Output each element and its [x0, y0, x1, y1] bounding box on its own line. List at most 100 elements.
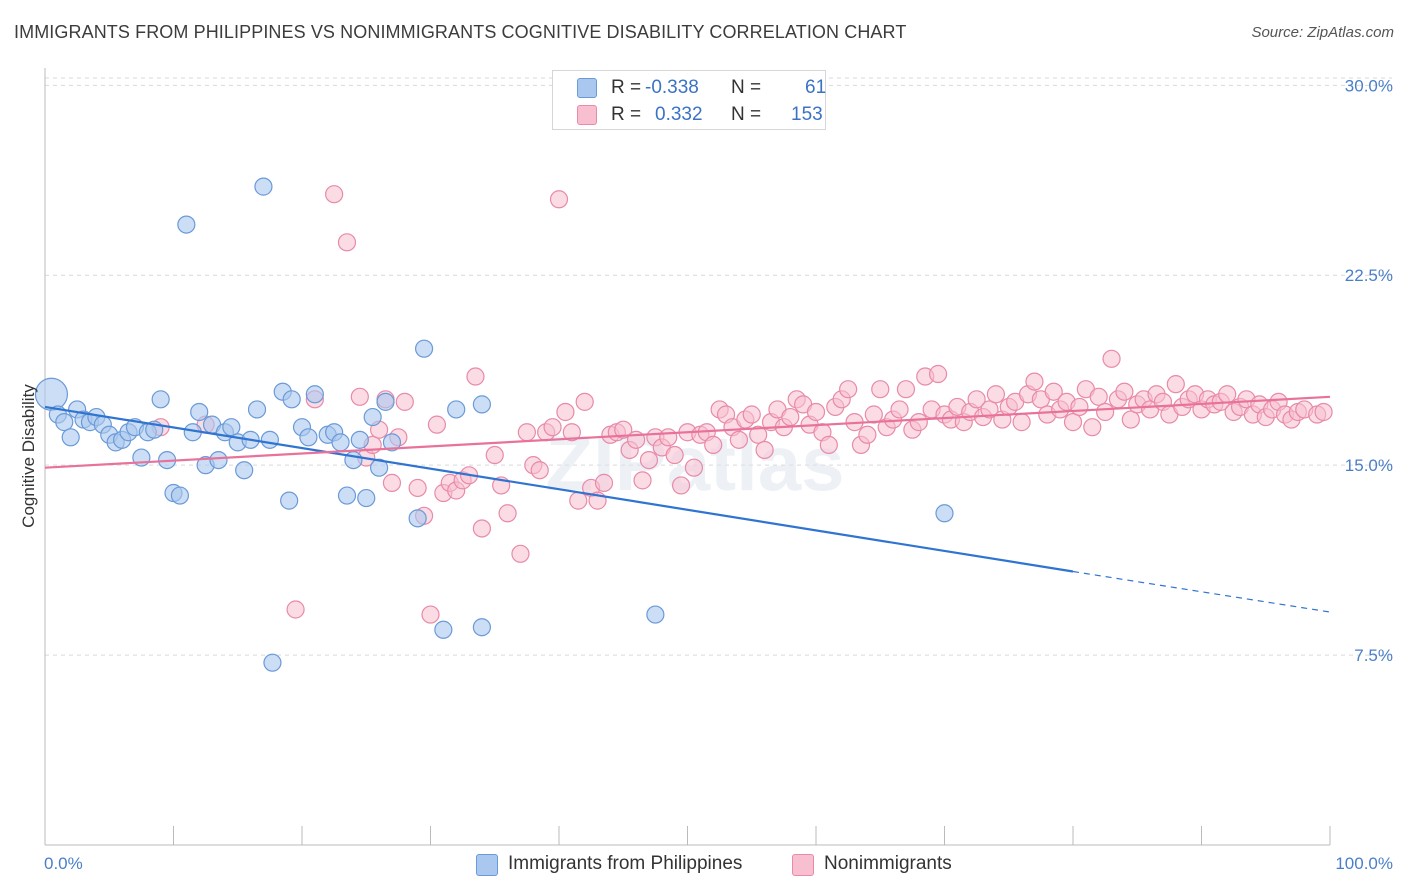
nonimmigrants-point [967, 390, 986, 409]
nonimmigrants-point [350, 387, 369, 406]
nonimmigrants-point [755, 440, 774, 460]
tick-labels: 7.5% 15.0% 22.5% 30.0% 0.0% 100.0% [44, 76, 1393, 873]
philippines-point [299, 428, 318, 447]
nonimmigrants-point [556, 402, 575, 422]
nonimmigrants-point [1012, 413, 1031, 432]
y-tick-label: 7.5% [1354, 646, 1393, 665]
y-axis-title: Cognitive Disability [19, 384, 38, 528]
nonimmigrants-point [325, 185, 344, 204]
legend-swatch-pink [577, 105, 597, 125]
philippines-point [222, 418, 241, 437]
philippines-point [408, 509, 427, 528]
philippines-point [331, 433, 350, 452]
nonimmigrants-point [511, 544, 530, 563]
nonimmigrants-point [671, 476, 691, 495]
nonimmigrants-point [382, 473, 402, 492]
nonimmigrants-point [485, 445, 504, 465]
nonimmigrants-point [286, 600, 305, 619]
nonimmigrants-point [408, 478, 427, 498]
philippines-point [472, 395, 491, 414]
nonimmigrants-point [665, 445, 684, 465]
philippines-point [434, 620, 453, 639]
philippines-point [263, 653, 282, 672]
philippines-point [151, 390, 170, 409]
philippines-point [363, 407, 382, 427]
chart-title: IMMIGRANTS FROM PHILIPPINES VS NONIMMIGR… [14, 22, 907, 42]
philippines-point [247, 400, 267, 419]
nonimmigrants-point [729, 430, 749, 449]
nonimmigrants-point [781, 407, 800, 427]
philippines-point [376, 392, 395, 411]
bottom-legend-swatch-blue [476, 854, 498, 876]
philippines-point [472, 618, 491, 637]
nonimmigrants-point [909, 413, 928, 432]
grid [45, 77, 1392, 656]
legend-r-label: R = [611, 104, 642, 125]
nonimmigrants-point [395, 392, 414, 411]
nonimmigrants-point [839, 380, 858, 399]
nonimmigrants-point [1115, 382, 1134, 401]
philippines-point [170, 486, 190, 505]
x-tick-label-min: 0.0% [44, 854, 83, 873]
philippines-point [280, 491, 299, 510]
y-tick-label: 15.0% [1345, 456, 1393, 475]
correlation-legend: R = -0.338 N = 61 R = 0.332 N = 153 [552, 70, 826, 130]
nonimmigrants-point [421, 605, 440, 624]
nonimmigrants-point [819, 435, 838, 455]
philippines-point [350, 430, 369, 449]
nonimmigrants-point [986, 385, 1006, 404]
nonimmigrants-point [498, 504, 517, 523]
philippines-point [209, 450, 228, 470]
philippines-trendline-extension [1072, 570, 1331, 613]
nonimmigrants-point [1218, 385, 1237, 404]
nonimmigrants-point [1166, 375, 1185, 394]
philippines-point [382, 433, 402, 452]
nonimmigrants-point [530, 461, 549, 480]
axes [44, 68, 1331, 846]
legend-r-label: R = [611, 77, 642, 98]
nonimmigrants-point [749, 425, 768, 444]
philippines-trendline [44, 405, 1074, 573]
philippines-point [646, 605, 665, 624]
philippines-point [61, 428, 80, 447]
nonimmigrants-point [980, 400, 999, 419]
nonimmigrants-point [871, 380, 890, 399]
legend-n-value: 61 [805, 77, 827, 98]
trendlines [44, 395, 1331, 613]
philippines-point [337, 486, 357, 505]
nonimmigrants-point [549, 190, 569, 209]
nonimmigrants-point [659, 428, 678, 447]
philippines-point [190, 402, 209, 422]
nonimmigrants-point [639, 450, 659, 470]
nonimmigrants-point [1102, 349, 1121, 368]
nonimmigrants-point [928, 364, 948, 384]
philippines-point [357, 488, 376, 508]
nonimmigrants-point [742, 405, 761, 424]
philippines-point [282, 390, 301, 409]
nonimmigrants-point [543, 418, 562, 437]
nonimmigrants-point [1044, 382, 1063, 401]
philippines-point [344, 450, 363, 470]
bottom-legend-label-pink: Nonimmigrants [824, 853, 952, 874]
philippines-series [34, 177, 954, 672]
philippines-point [447, 400, 466, 419]
y-tick-label: 22.5% [1345, 266, 1393, 285]
nonimmigrants-point [472, 519, 491, 538]
nonimmigrants-series [151, 185, 1333, 624]
nonimmigrants-point [633, 471, 652, 490]
nonimmigrants-point [337, 233, 357, 252]
nonimmigrants-point [684, 458, 704, 477]
nonimmigrants-point [575, 392, 594, 411]
nonimmigrants-point [896, 380, 916, 399]
philippines-point [370, 458, 389, 477]
legend-r-value: 0.332 [655, 104, 703, 125]
nonimmigrants-point [594, 473, 614, 492]
nonimmigrants-point [858, 425, 877, 444]
nonimmigrants-point [1025, 372, 1044, 391]
nonimmigrants-point [890, 400, 909, 419]
philippines-point [254, 177, 273, 196]
nonimmigrants-point [1063, 413, 1083, 432]
nonimmigrants-point [864, 405, 883, 424]
x-tick-label-max: 100.0% [1335, 854, 1393, 873]
nonimmigrants-point [569, 491, 588, 510]
